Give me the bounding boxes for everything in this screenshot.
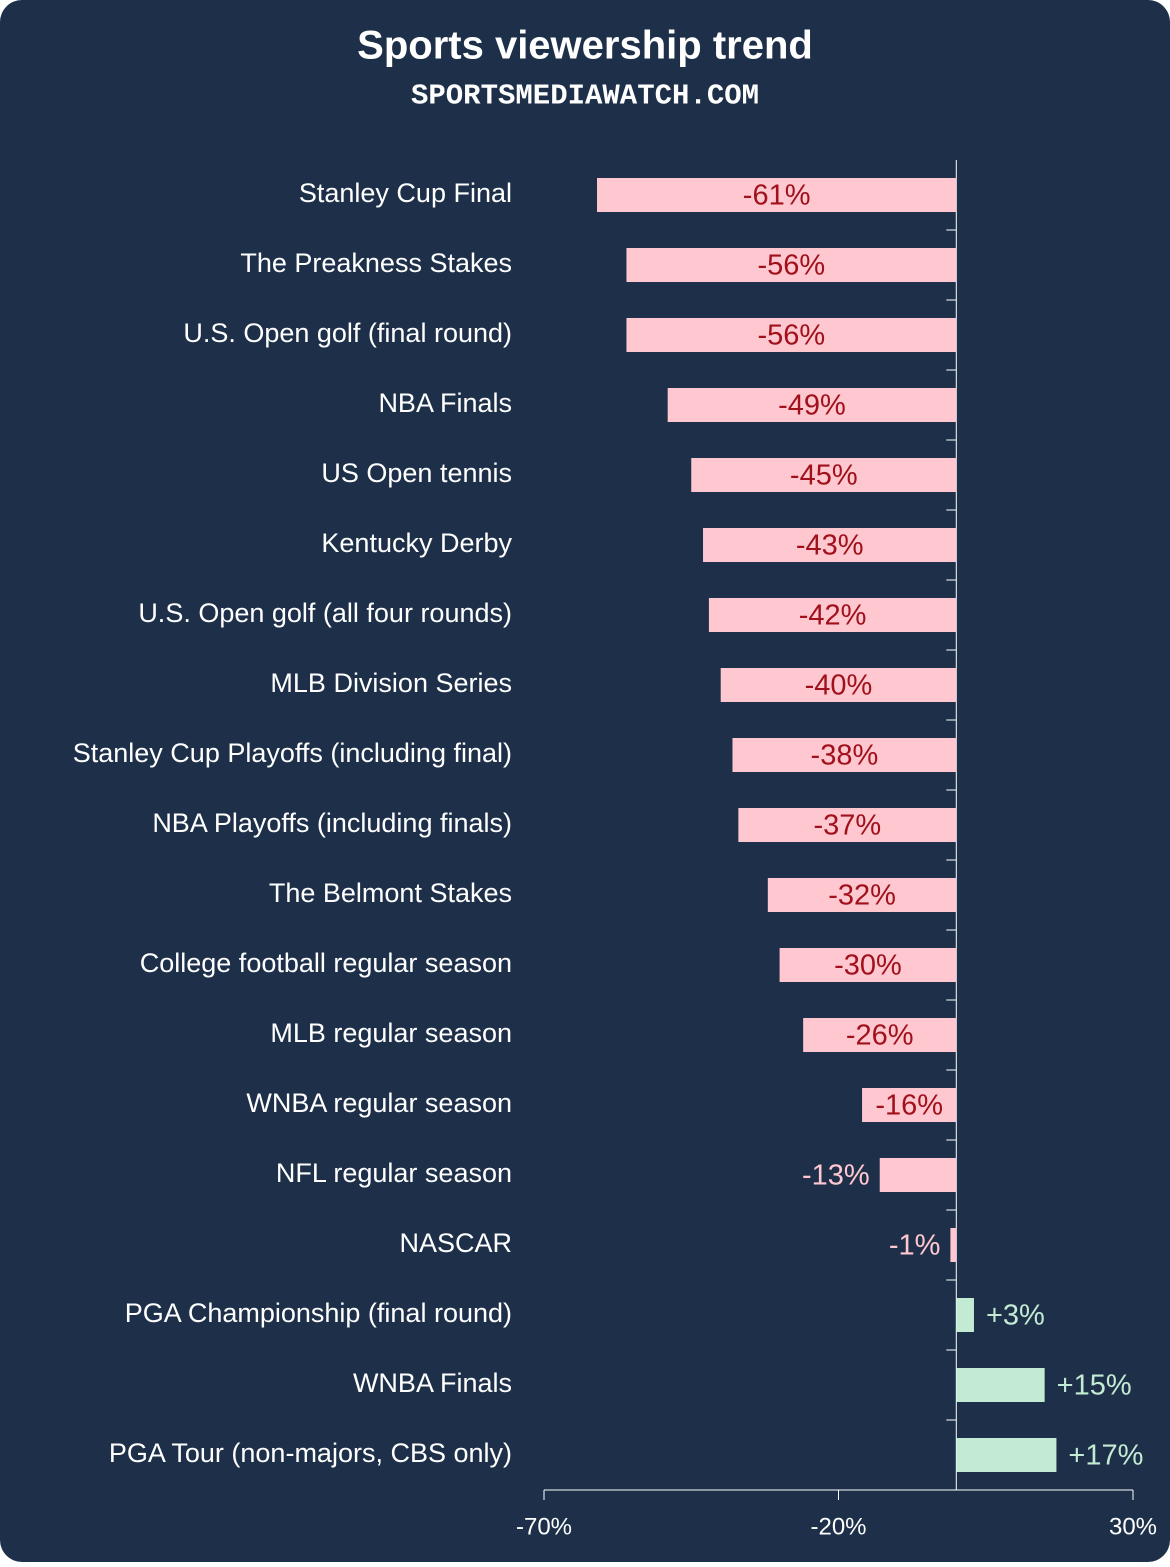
value-label: -26% [846, 1020, 914, 1052]
category-label: WNBA regular season [246, 1088, 512, 1118]
category-label: NFL regular season [276, 1158, 512, 1188]
value-label: -13% [802, 1160, 870, 1192]
category-label: College football regular season [140, 948, 512, 978]
bar [626, 248, 957, 282]
chart-subtitle: SPORTSMEDIAWATCH.COM [411, 80, 759, 113]
value-label: -40% [805, 670, 873, 702]
category-label: Stanley Cup Playoffs (including final) [73, 738, 512, 768]
category-label: MLB regular season [270, 1018, 512, 1048]
bar [732, 738, 957, 772]
value-label: -42% [799, 600, 867, 632]
category-label: PGA Championship (final round) [125, 1298, 512, 1328]
category-label: U.S. Open golf (all four rounds) [138, 598, 512, 628]
value-label: -32% [828, 880, 896, 912]
bar [956, 1438, 1057, 1472]
bar [667, 388, 957, 422]
value-label: -1% [889, 1230, 941, 1262]
category-label: The Belmont Stakes [269, 878, 512, 908]
value-label: -56% [758, 250, 826, 282]
bar [626, 318, 957, 352]
category-label: U.S. Open golf (final round) [183, 318, 512, 348]
value-label: -38% [811, 740, 879, 772]
category-label: MLB Division Series [270, 668, 512, 698]
bar [879, 1158, 957, 1192]
bar [720, 668, 957, 702]
value-label: -56% [758, 320, 826, 352]
category-label: NBA Playoffs (including finals) [152, 808, 512, 838]
value-label: +3% [986, 1300, 1045, 1332]
bar [950, 1228, 957, 1262]
x-tick-label: 30% [1109, 1513, 1157, 1540]
category-label: WNBA Finals [353, 1368, 512, 1398]
value-label: +17% [1068, 1440, 1143, 1472]
bar [956, 1368, 1045, 1402]
bar [956, 1298, 974, 1332]
category-label: PGA Tour (non-majors, CBS only) [109, 1438, 512, 1468]
bar [691, 458, 957, 492]
x-tick-label: -20% [810, 1513, 866, 1540]
value-label: -16% [875, 1090, 943, 1122]
category-label: US Open tennis [321, 458, 512, 488]
chart-title: Sports viewership trend [357, 24, 813, 68]
category-label: The Preakness Stakes [240, 248, 512, 278]
value-label: -45% [790, 460, 858, 492]
category-label: Kentucky Derby [321, 528, 512, 558]
category-label: NBA Finals [378, 388, 512, 418]
category-label: NASCAR [399, 1228, 512, 1258]
value-label: -49% [778, 390, 846, 422]
category-label: Stanley Cup Final [299, 178, 512, 208]
bar [767, 878, 957, 912]
bar [597, 178, 957, 212]
x-tick-label: -70% [516, 1513, 572, 1540]
bar [708, 598, 957, 632]
value-label: -37% [813, 810, 881, 842]
value-label: -43% [796, 530, 864, 562]
bar [862, 1088, 957, 1122]
value-label: +15% [1057, 1370, 1132, 1402]
bar [738, 808, 957, 842]
bar [803, 1018, 957, 1052]
bar [779, 948, 957, 982]
value-label: -30% [834, 950, 902, 982]
value-label: -61% [743, 180, 811, 212]
bar [703, 528, 957, 562]
